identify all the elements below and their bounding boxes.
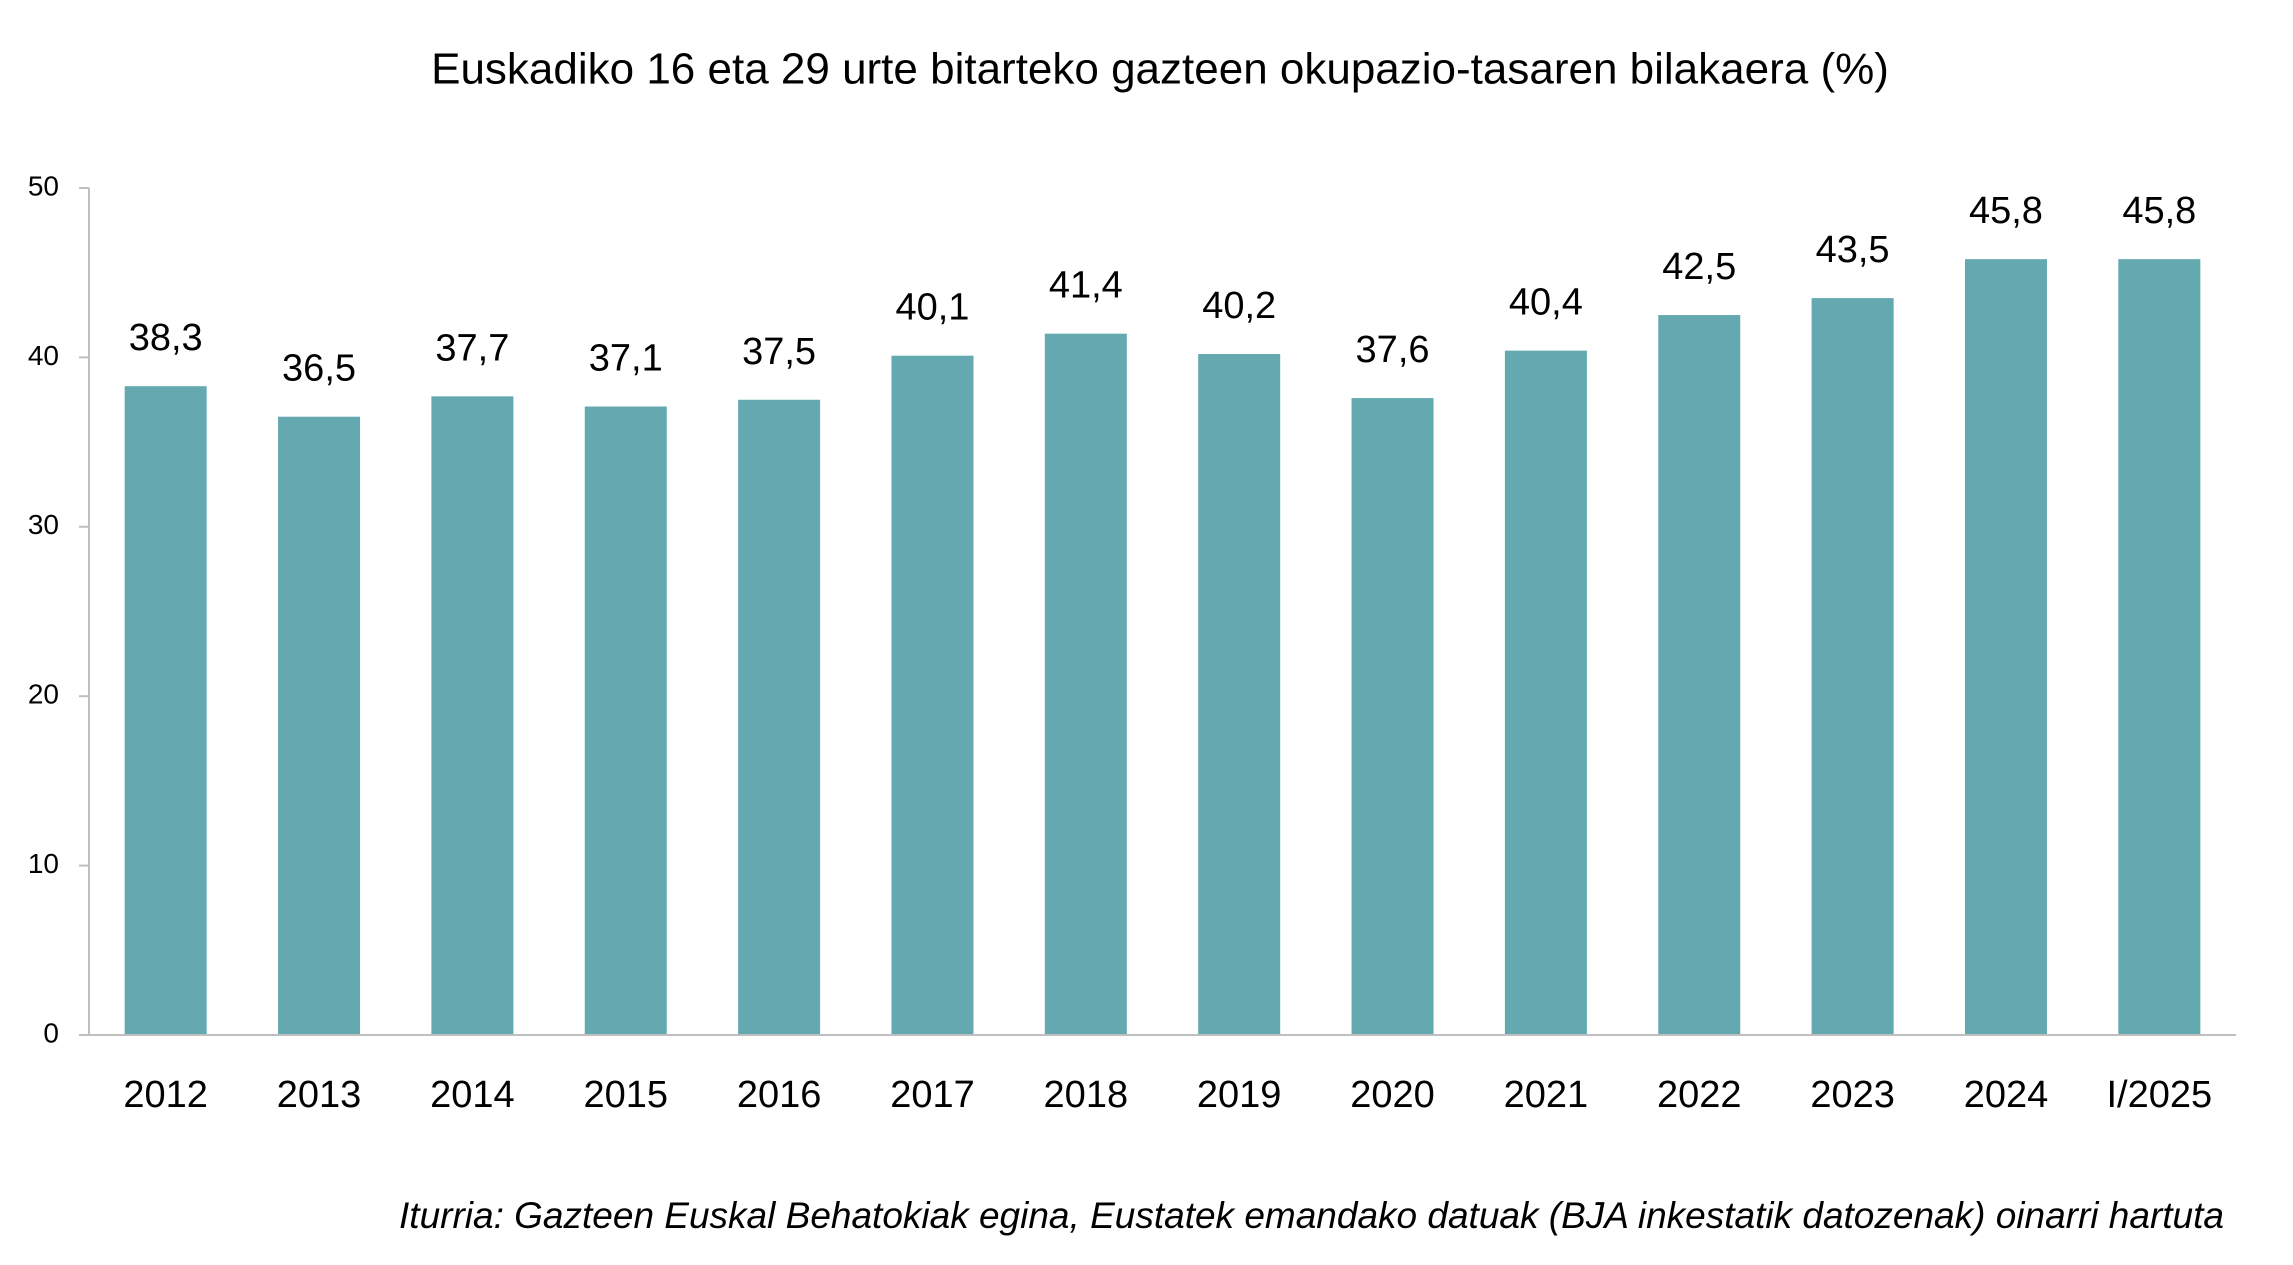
bar <box>1044 333 1127 1036</box>
x-tick-label: 2014 <box>430 1074 515 1116</box>
bar <box>584 406 667 1035</box>
value-label: 41,4 <box>1049 265 1123 307</box>
y-tick-label: 30 <box>28 509 59 540</box>
bar <box>1964 259 2047 1035</box>
value-label: 37,7 <box>435 327 509 369</box>
x-tick-label: I/2025 <box>2106 1074 2212 1116</box>
x-tick-label: 2013 <box>277 1074 362 1116</box>
value-label: 37,6 <box>1356 329 1430 371</box>
bar <box>1351 398 1434 1035</box>
bar <box>2118 259 2201 1035</box>
bar <box>738 399 821 1035</box>
y-tick-label: 0 <box>43 1017 59 1048</box>
y-tick-label: 10 <box>28 848 59 879</box>
x-tick-label: 2020 <box>1350 1074 1435 1116</box>
x-tick-label: 2024 <box>1964 1074 2049 1116</box>
source-note: Iturria: Gazteen Euskal Behatokiak egina… <box>399 1195 2224 1236</box>
x-tick-label: 2012 <box>123 1074 208 1116</box>
x-tick-label: 2022 <box>1657 1074 1742 1116</box>
value-label: 40,2 <box>1202 285 1276 327</box>
value-label: 36,5 <box>282 348 356 390</box>
bar <box>1811 298 1894 1035</box>
bar <box>278 416 361 1035</box>
value-label: 37,1 <box>589 338 663 380</box>
x-tick-label: 2021 <box>1504 1074 1589 1116</box>
bar <box>1504 350 1587 1035</box>
y-tick-label: 40 <box>28 340 59 371</box>
chart-title: Euskadiko 16 eta 29 urte bitarteko gazte… <box>431 45 1889 94</box>
x-tick-label: 2019 <box>1197 1074 1282 1116</box>
x-tick-label: 2018 <box>1044 1074 1129 1116</box>
value-label: 38,3 <box>129 317 203 359</box>
bar <box>1658 315 1741 1035</box>
value-label: 37,5 <box>742 331 816 373</box>
bar <box>1198 354 1281 1036</box>
bar <box>431 396 514 1035</box>
value-label: 40,4 <box>1509 282 1583 324</box>
x-tick-label: 2017 <box>890 1074 975 1116</box>
x-tick-label: 2016 <box>737 1074 822 1116</box>
y-tick-label: 20 <box>28 679 59 710</box>
y-tick-label: 50 <box>28 170 59 201</box>
bar <box>124 386 207 1035</box>
value-label: 45,8 <box>2122 190 2196 232</box>
x-tick-label: 2023 <box>1810 1074 1895 1116</box>
value-label: 43,5 <box>1816 229 1890 271</box>
x-tick-label: 2015 <box>583 1074 668 1116</box>
value-label: 45,8 <box>1969 190 2043 232</box>
value-label: 42,5 <box>1662 246 1736 288</box>
value-label: 40,1 <box>895 287 969 329</box>
bar <box>891 355 974 1035</box>
